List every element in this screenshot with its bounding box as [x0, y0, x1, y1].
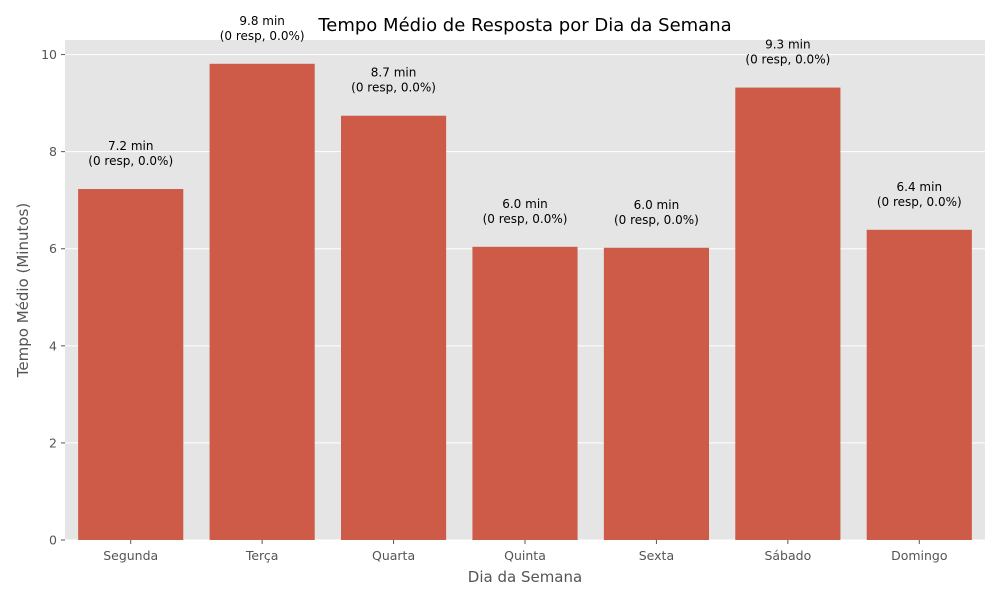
x-tick-label-4: Sexta	[639, 548, 674, 563]
y-tick-label-2: 4	[49, 338, 57, 353]
data-label-5-line-0: 9.3 min	[765, 38, 811, 52]
data-label-6-line-0: 6.4 min	[897, 180, 943, 194]
data-label-4-line-0: 6.0 min	[634, 198, 680, 212]
data-label-1-line-1: (0 resp, 0.0%)	[220, 29, 305, 43]
data-labels: 7.2 min(0 resp, 0.0%)9.8 min(0 resp, 0.0…	[88, 14, 961, 227]
y-tick-label-1: 2	[49, 435, 57, 450]
x-tick-label-0: Segunda	[103, 548, 158, 563]
chart-title: Tempo Médio de Resposta por Dia da Seman…	[317, 15, 731, 36]
x-axis-title: Dia da Semana	[468, 568, 582, 586]
bar-5	[735, 87, 841, 540]
data-label-5-line-1: (0 resp, 0.0%)	[745, 53, 830, 67]
bar-4	[603, 247, 709, 541]
y-tick-label-3: 6	[49, 241, 57, 256]
data-label-1-line-0: 9.8 min	[239, 14, 285, 28]
y-tick-label-4: 8	[49, 144, 57, 159]
data-label-3-line-1: (0 resp, 0.0%)	[483, 212, 568, 226]
x-tick-label-6: Domingo	[891, 548, 947, 563]
x-tick-label-1: Terça	[245, 548, 279, 563]
bar-6	[866, 229, 972, 540]
x-tick-labels: Segunda Terça Quarta Quinta Sexta Sábado Domin…	[103, 540, 948, 563]
data-label-0-line-1: (0 resp, 0.0%)	[88, 154, 173, 168]
bar-1	[209, 63, 315, 540]
data-label-6-line-1: (0 resp, 0.0%)	[877, 195, 962, 209]
data-label-0-line-0: 7.2 min	[108, 139, 154, 153]
data-label-2-line-0: 8.7 min	[371, 66, 417, 80]
y-tick-labels: 0 2 4 6 8 10	[41, 47, 65, 548]
x-tick-label-5: Sábado	[764, 548, 811, 563]
x-tick-label-2: Quarta	[372, 548, 415, 563]
bar-0	[78, 189, 184, 541]
data-label-3-line-0: 6.0 min	[502, 197, 548, 211]
y-axis-title: Tempo Médio (Minutos)	[14, 203, 32, 378]
data-label-2-line-1: (0 resp, 0.0%)	[351, 81, 436, 95]
y-tick-label-5: 10	[41, 47, 57, 62]
data-label-4-line-1: (0 resp, 0.0%)	[614, 213, 699, 227]
bar-2	[341, 115, 447, 541]
x-tick-label-3: Quinta	[504, 548, 546, 563]
y-tick-label-0: 0	[49, 533, 57, 548]
bar-3	[472, 246, 578, 540]
bars	[78, 63, 972, 541]
